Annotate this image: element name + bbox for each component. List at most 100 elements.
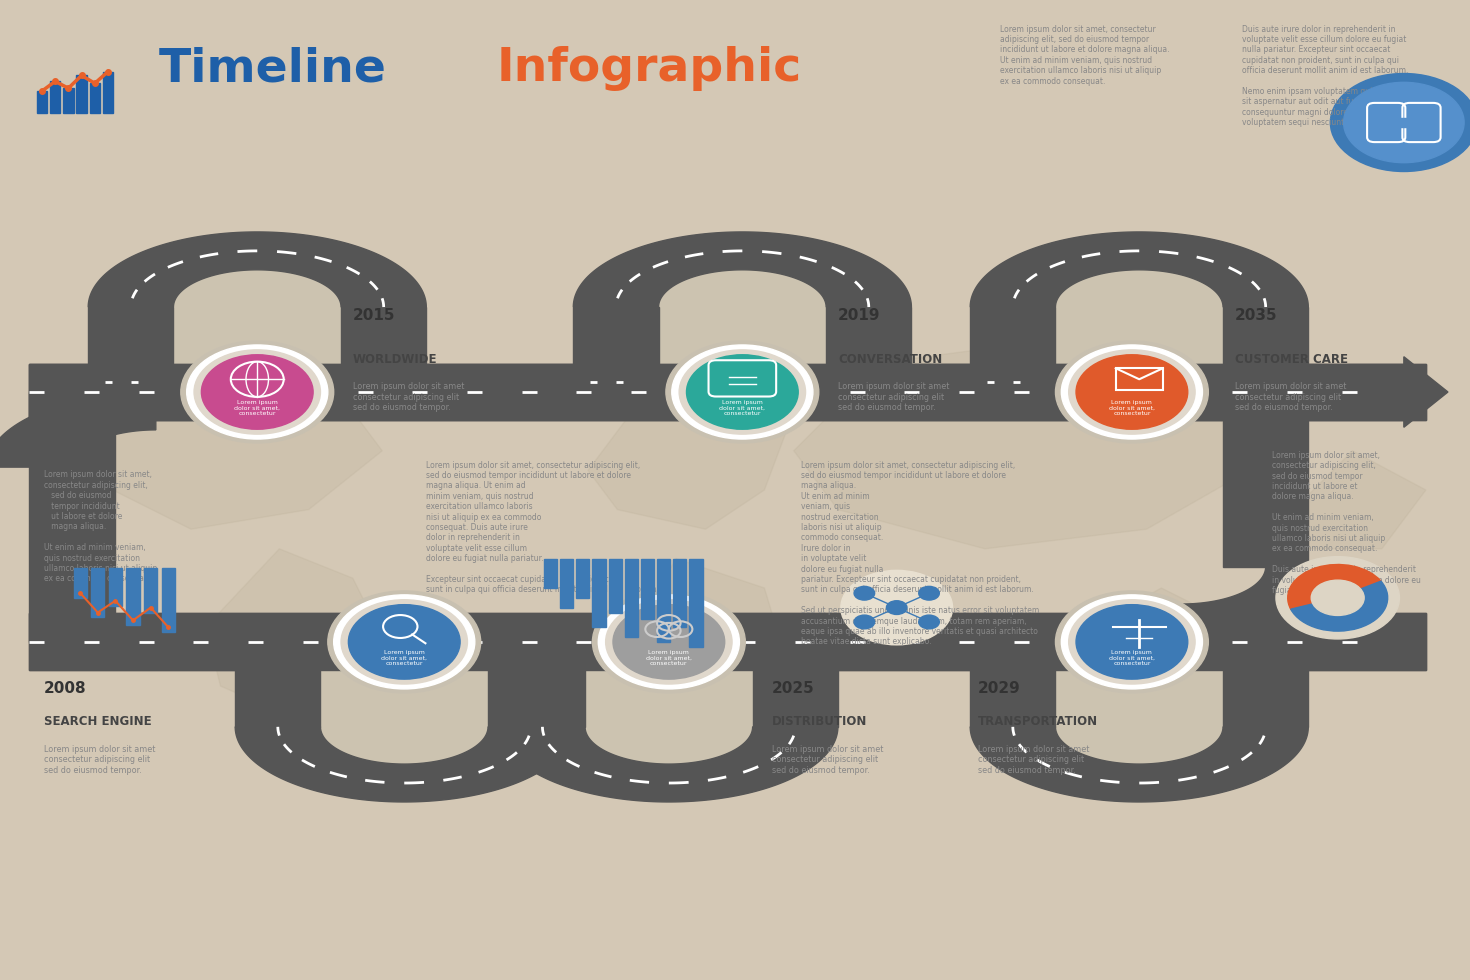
Bar	[488, 642, 573, 727]
Text: Infographic: Infographic	[497, 46, 803, 91]
Bar	[88, 307, 173, 392]
Circle shape	[1076, 355, 1188, 429]
Text: Lorem ipsum dolor sit amet
consectetur adipiscing elit
sed do eiusmod tempor.: Lorem ipsum dolor sit amet consectetur a…	[838, 382, 950, 412]
Bar	[592, 559, 606, 627]
Bar	[90, 83, 100, 113]
Text: Duis aute irure dolor in reprehenderit in
voluptate velit esse cillum dolore eu : Duis aute irure dolor in reprehenderit i…	[1242, 24, 1413, 127]
Circle shape	[194, 350, 320, 434]
Polygon shape	[1044, 588, 1220, 735]
Bar	[1223, 307, 1308, 392]
Bar	[970, 642, 1055, 727]
Circle shape	[1055, 341, 1208, 443]
Text: Lorem ipsum dolor sit amet
consectetur adipiscing elit
sed do eiusmod tempor.: Lorem ipsum dolor sit amet consectetur a…	[772, 745, 883, 774]
Ellipse shape	[173, 270, 341, 344]
Text: Lorem ipsum
dolor sit amet,
consectetur: Lorem ipsum dolor sit amet, consectetur	[381, 650, 428, 666]
Polygon shape	[74, 363, 382, 529]
Bar	[641, 559, 654, 619]
Text: TRANSPORTATION: TRANSPORTATION	[978, 715, 1098, 728]
Circle shape	[1055, 591, 1208, 693]
Circle shape	[886, 601, 907, 614]
Polygon shape	[206, 549, 397, 725]
Text: CUSTOMER CARE: CUSTOMER CARE	[1235, 353, 1348, 366]
Circle shape	[679, 350, 806, 434]
Text: 2019: 2019	[838, 309, 881, 323]
Wedge shape	[1291, 581, 1388, 631]
Bar	[76, 75, 87, 113]
Bar	[173, 307, 341, 392]
Circle shape	[613, 605, 725, 679]
Circle shape	[1344, 82, 1464, 163]
Polygon shape	[1182, 566, 1351, 642]
Bar	[544, 559, 557, 588]
Circle shape	[598, 595, 739, 689]
Bar	[1055, 642, 1223, 727]
Bar	[609, 559, 622, 612]
Circle shape	[181, 341, 334, 443]
Bar	[625, 559, 638, 637]
Circle shape	[1330, 74, 1470, 172]
Circle shape	[1069, 600, 1195, 684]
Bar	[50, 81, 60, 113]
Text: 2008: 2008	[44, 681, 87, 696]
Circle shape	[1061, 595, 1202, 689]
Text: Lorem ipsum dolor sit amet, consectetur adipiscing elit,
sed do eiusmod tempor i: Lorem ipsum dolor sit amet, consectetur …	[801, 461, 1039, 647]
Bar	[109, 568, 122, 606]
Polygon shape	[500, 727, 838, 802]
Bar	[1055, 307, 1223, 392]
Text: Lorem ipsum
dolor sit amet,
consectetur: Lorem ipsum dolor sit amet, consectetur	[719, 400, 766, 416]
Text: Lorem ipsum dolor sit amet
consectetur adipiscing elit
sed do eiusmod tempor.: Lorem ipsum dolor sit amet consectetur a…	[44, 745, 156, 774]
Wedge shape	[1288, 564, 1380, 610]
Bar	[37, 91, 47, 113]
Text: Lorem ipsum dolor sit amet
consectetur adipiscing elit
sed do eiusmod tempor.: Lorem ipsum dolor sit amet consectetur a…	[353, 382, 465, 412]
Bar	[63, 88, 74, 113]
Bar	[826, 307, 911, 392]
Bar	[1223, 642, 1308, 727]
Text: Lorem ipsum dolor sit amet
consectetur adipiscing elit
sed do eiusmod tempor.: Lorem ipsum dolor sit amet consectetur a…	[1235, 382, 1347, 412]
Circle shape	[919, 615, 939, 629]
Bar	[341, 307, 426, 392]
Circle shape	[854, 615, 875, 629]
Circle shape	[841, 570, 953, 645]
Circle shape	[1061, 345, 1202, 439]
Bar	[29, 613, 1426, 670]
Circle shape	[328, 591, 481, 693]
Ellipse shape	[320, 690, 488, 764]
Text: 2029: 2029	[978, 681, 1020, 696]
Bar	[659, 307, 826, 392]
Bar	[235, 642, 320, 727]
Bar	[103, 72, 113, 113]
Polygon shape	[588, 363, 794, 529]
Bar	[1223, 392, 1308, 566]
Ellipse shape	[659, 270, 826, 344]
Text: Lorem ipsum
dolor sit amet,
consectetur: Lorem ipsum dolor sit amet, consectetur	[1108, 400, 1155, 416]
Circle shape	[686, 355, 798, 429]
Bar	[1386, 118, 1421, 127]
Text: Lorem ipsum
dolor sit amet,
consectetur: Lorem ipsum dolor sit amet, consectetur	[645, 650, 692, 666]
Bar	[560, 559, 573, 608]
Bar	[970, 307, 1055, 392]
Polygon shape	[970, 232, 1308, 307]
Circle shape	[672, 345, 813, 439]
Polygon shape	[617, 559, 794, 745]
Text: Lorem ipsum dolor sit amet,
consectetur adipiscing elit,
   sed do eiusmod
   te: Lorem ipsum dolor sit amet, consectetur …	[44, 470, 157, 583]
Bar	[573, 307, 659, 392]
Circle shape	[1069, 350, 1195, 434]
Polygon shape	[88, 232, 426, 307]
Text: CONVERSATION: CONVERSATION	[838, 353, 942, 366]
Text: SEARCH ENGINE: SEARCH ENGINE	[44, 715, 151, 728]
Bar	[162, 568, 175, 632]
Circle shape	[341, 600, 467, 684]
Circle shape	[201, 355, 313, 429]
Circle shape	[187, 345, 328, 439]
Polygon shape	[970, 727, 1308, 802]
Circle shape	[606, 600, 732, 684]
Bar	[657, 559, 670, 642]
Bar	[144, 568, 157, 612]
Text: 2035: 2035	[1235, 309, 1277, 323]
Bar	[320, 642, 488, 727]
Bar	[576, 559, 589, 598]
Ellipse shape	[1055, 690, 1223, 764]
Text: Lorem ipsum
dolor sit amet,
consectetur: Lorem ipsum dolor sit amet, consectetur	[234, 400, 281, 416]
Polygon shape	[794, 343, 1250, 549]
Circle shape	[348, 605, 460, 679]
